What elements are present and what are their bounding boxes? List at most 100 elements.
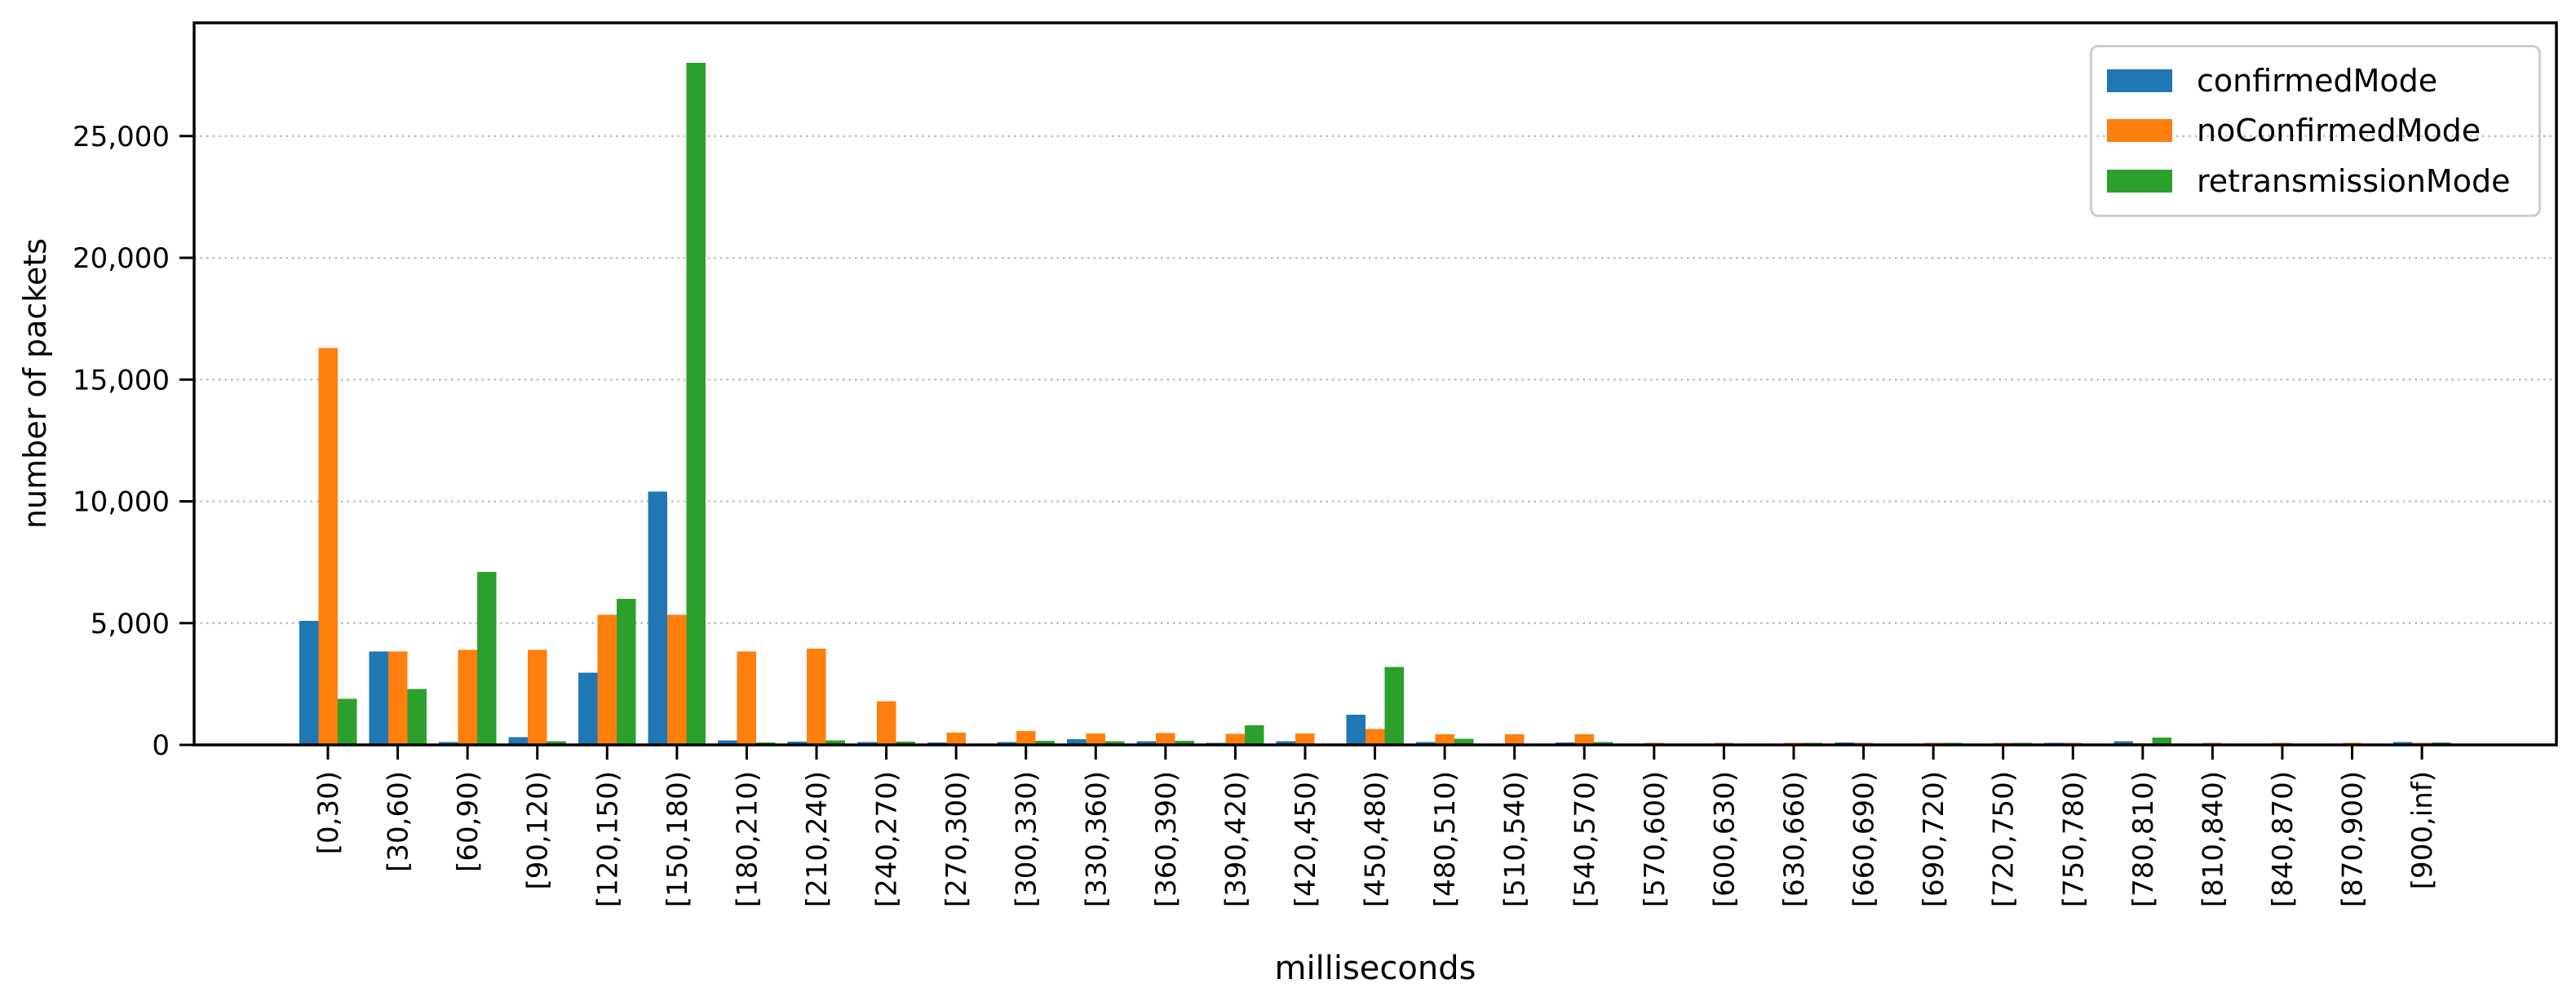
plot-border [193, 21, 2558, 747]
x-tick-label: [510,540) [1499, 771, 1532, 907]
x-tick-label: [690,720) [1918, 771, 1950, 907]
bar-confirmedMode [508, 737, 528, 745]
bar-noConfirmedMode [597, 614, 617, 745]
bar-confirmedMode [2113, 741, 2134, 745]
x-tick-label: [840,870) [2267, 771, 2299, 907]
bar-confirmedMode [369, 651, 388, 745]
bar-noConfirmedMode [876, 701, 896, 745]
bar-retransmissionMode [686, 63, 706, 746]
x-tick-label: [30,60) [383, 771, 415, 872]
bar-noConfirmedMode [1016, 730, 1036, 745]
bar-retransmissionMode [1175, 741, 1195, 745]
legend-label: noConfirmedMode [2197, 113, 2481, 149]
bar-retransmissionMode [896, 742, 915, 745]
x-tick-label: [870,900) [2337, 771, 2370, 907]
y-tick-label: 10,000 [73, 486, 170, 519]
bar-retransmissionMode [825, 740, 846, 745]
bar-noConfirmedMode [1156, 733, 1175, 745]
bar-retransmissionMode [476, 572, 497, 745]
y-axis-ticks: 0 5,000 10,000 15,000 20,000 25,000 [73, 121, 194, 762]
legend-swatch-no-confirmed-mode [2107, 119, 2172, 143]
x-tick-label: [480,510) [1429, 771, 1462, 907]
x-tick-label: [420,450) [1290, 771, 1322, 907]
bar-noConfirmedMode [1504, 734, 1525, 745]
bar-noConfirmedMode [1295, 733, 1315, 745]
x-tick-label: [300,330) [1011, 771, 1043, 907]
bar-noConfirmedMode [946, 733, 966, 745]
x-tick-label: [330,360) [1080, 771, 1113, 907]
bar-retransmissionMode [2152, 738, 2172, 745]
bar-noConfirmedMode [1225, 733, 1246, 745]
bar-retransmissionMode [1245, 725, 1264, 745]
bar-retransmissionMode [1035, 741, 1055, 745]
x-tick-label: [750,780) [2057, 771, 2090, 907]
bar-noConfirmedMode [1086, 733, 1106, 745]
legend-item-confirmed-mode: confirmedMode [2107, 65, 2524, 96]
y-tick-label: 15,000 [73, 364, 170, 397]
y-tick-label: 0 [152, 729, 170, 762]
bar-retransmissionMode [617, 598, 636, 745]
bar-confirmedMode [578, 672, 598, 745]
bars [299, 63, 2451, 746]
legend-item-no-confirmed-mode: noConfirmedMode [2107, 115, 2524, 146]
x-tick-label: [810,840) [2197, 771, 2229, 907]
gridlines [194, 135, 2556, 624]
bar-noConfirmedMode [1435, 734, 1454, 745]
bar-retransmissionMode [407, 689, 427, 745]
bar-noConfirmedMode [318, 348, 338, 745]
bar-noConfirmedMode [1365, 729, 1385, 745]
x-tick-label: [780,810) [2127, 771, 2160, 907]
x-axis-title: milliseconds [1275, 950, 1476, 987]
bar-confirmedMode [1136, 741, 1157, 745]
x-tick-label: [390,420) [1219, 771, 1252, 907]
bar-noConfirmedMode [737, 651, 757, 745]
x-tick-label: [450,480) [1360, 771, 1392, 907]
x-tick-label: [630,660) [1778, 771, 1811, 907]
bar-confirmedMode [1067, 738, 1087, 745]
legend: confirmedMode noConfirmedMode retransmis… [2090, 45, 2541, 217]
x-tick-label: [60,90) [452, 771, 485, 872]
bar-confirmedMode [648, 491, 668, 745]
legend-swatch-retransmission-mode [2107, 170, 2172, 193]
bar-noConfirmedMode [807, 649, 826, 745]
bar-retransmissionMode [547, 741, 566, 745]
x-tick-label: [540,570) [1569, 771, 1601, 907]
legend-label: confirmedMode [2197, 62, 2438, 99]
bar-confirmedMode [299, 620, 319, 745]
bar-confirmedMode [787, 742, 808, 745]
bar-noConfirmedMode [387, 651, 408, 745]
x-tick-label: [120,150) [591, 771, 624, 907]
bar-retransmissionMode [1454, 738, 1474, 745]
x-tick-label: [600,630) [1708, 771, 1741, 907]
y-axis-title: number of packets [17, 238, 53, 529]
x-tick-label: [90,120) [522, 771, 555, 890]
bar-retransmissionMode [337, 698, 357, 745]
x-axis-ticks: [0,30) [30,60) [60,90) [90,120) [120,150) [15… [312, 745, 2439, 907]
x-tick-label: [720,750) [1988, 771, 2021, 907]
legend-label: retransmissionMode [2197, 163, 2511, 200]
legend-item-retransmission-mode: retransmissionMode [2107, 166, 2524, 197]
bar-confirmedMode [718, 740, 737, 745]
x-tick-label: [360,390) [1150, 771, 1183, 907]
bar-noConfirmedMode [458, 649, 477, 745]
bar-confirmedMode [997, 742, 1016, 745]
bar-noConfirmedMode [527, 649, 547, 745]
bar-noConfirmedMode [1574, 733, 1595, 745]
legend-swatch-confirmed-mode [2107, 69, 2172, 92]
y-tick-label: 20,000 [73, 242, 170, 275]
bar-confirmedMode [1415, 742, 1436, 745]
x-tick-label: [240,270) [871, 771, 904, 907]
x-tick-label: [210,240) [801, 771, 834, 907]
y-tick-label: 5,000 [91, 608, 170, 640]
x-tick-label: [0,30) [312, 771, 345, 854]
bar-noConfirmedMode [667, 614, 687, 745]
x-tick-label: [270,300) [941, 771, 973, 907]
bar-retransmissionMode [1105, 741, 1125, 745]
bar-confirmedMode [1346, 714, 1365, 745]
bar-confirmedMode [1276, 741, 1296, 745]
x-tick-label: [570,600) [1639, 771, 1671, 907]
x-tick-label: [660,690) [1848, 771, 1881, 907]
x-tick-label: [180,210) [731, 771, 764, 907]
x-tick-label: [150,180) [662, 771, 694, 907]
